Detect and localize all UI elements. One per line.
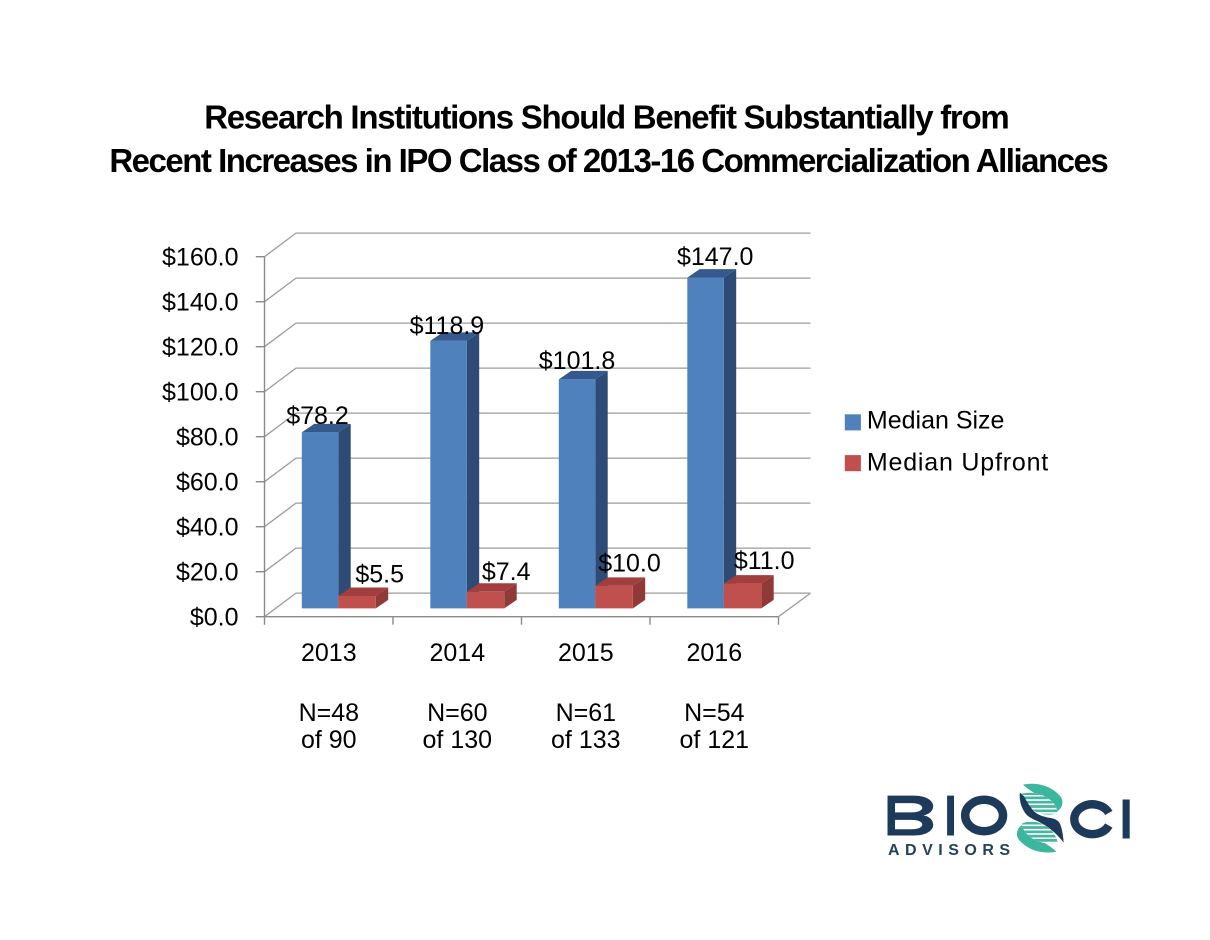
svg-text:Recent Increases in IPO Class: Recent Increases in IPO Class of 2013-16… xyxy=(109,142,1107,179)
svg-text:ADVISORS: ADVISORS xyxy=(888,842,1016,859)
svg-text:Median Size: Median Size xyxy=(867,407,1005,435)
svg-text:$5.5: $5.5 xyxy=(355,561,404,589)
svg-text:2013: 2013 xyxy=(301,639,357,667)
svg-text:$118.9: $118.9 xyxy=(410,312,485,340)
svg-text:N=61: N=61 xyxy=(556,699,616,727)
svg-text:Median Upfront: Median Upfront xyxy=(867,449,1049,477)
svg-text:2016: 2016 xyxy=(686,639,742,667)
svg-text:of 121: of 121 xyxy=(680,726,750,754)
svg-text:$101.8: $101.8 xyxy=(539,347,615,375)
svg-text:$120.0: $120.0 xyxy=(162,334,238,362)
svg-text:of 90: of 90 xyxy=(301,726,357,754)
svg-text:$40.0: $40.0 xyxy=(176,514,239,542)
svg-text:$11.0: $11.0 xyxy=(734,547,795,575)
svg-text:2014: 2014 xyxy=(429,639,485,667)
svg-text:$0.0: $0.0 xyxy=(190,604,239,632)
svg-text:N=60: N=60 xyxy=(427,699,487,727)
svg-text:N=54: N=54 xyxy=(684,699,745,727)
svg-text:Research Institutions Should B: Research Institutions Should Benefit Sub… xyxy=(204,99,1008,136)
svg-text:$147.0: $147.0 xyxy=(677,243,753,271)
svg-text:$20.0: $20.0 xyxy=(176,559,239,587)
svg-text:$10.0: $10.0 xyxy=(598,550,661,578)
svg-text:of 130: of 130 xyxy=(423,726,493,754)
svg-text:$7.4: $7.4 xyxy=(482,558,531,586)
svg-text:of 133: of 133 xyxy=(551,726,621,754)
svg-text:$140.0: $140.0 xyxy=(162,289,238,317)
svg-text:$80.0: $80.0 xyxy=(176,424,239,452)
svg-text:$100.0: $100.0 xyxy=(162,379,238,407)
svg-text:$78.2: $78.2 xyxy=(286,402,349,430)
svg-text:$160.0: $160.0 xyxy=(162,244,238,272)
svg-text:2015: 2015 xyxy=(558,639,614,667)
svg-text:$60.0: $60.0 xyxy=(176,469,239,497)
svg-text:N=48: N=48 xyxy=(299,699,359,727)
